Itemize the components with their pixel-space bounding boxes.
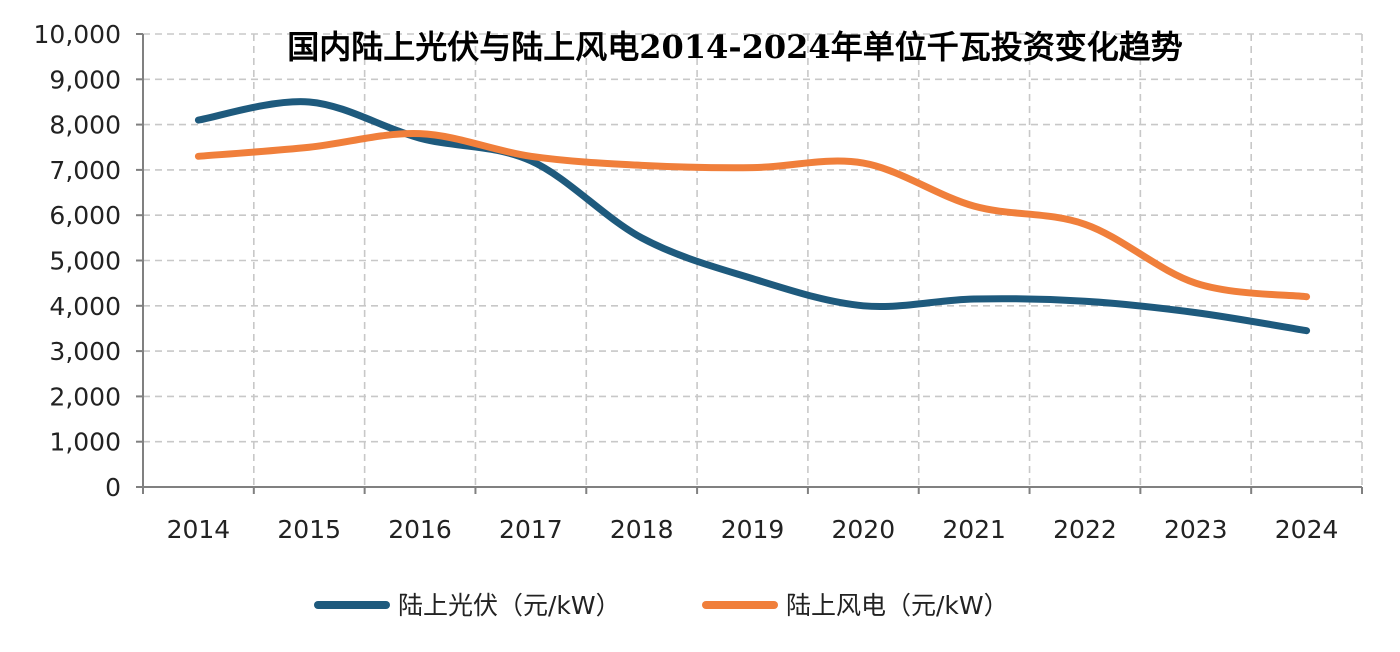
x-tick-label: 2021: [942, 515, 1006, 544]
legend-label: 陆上光伏（元/kW）: [398, 591, 621, 620]
grid-layer: [143, 33, 1363, 487]
y-tick-label: 8,000: [49, 111, 121, 140]
y-tick-label: 10,000: [34, 20, 121, 49]
series-line-wind: [194, 130, 1311, 301]
series-layer: [194, 98, 1311, 335]
x-tick-label: 2014: [167, 515, 231, 544]
y-tick-label: 9,000: [49, 65, 121, 94]
legend-item-wind: 陆上风电（元/kW）: [702, 591, 1009, 620]
x-tick-label: 2020: [832, 515, 896, 544]
y-tick-label: 1,000: [49, 428, 121, 457]
y-tick-label: 6,000: [49, 201, 121, 230]
x-tick-label: 2017: [499, 515, 563, 544]
x-tick-label: 2019: [721, 515, 785, 544]
x-tick-label: 2023: [1164, 515, 1228, 544]
x-tick-label: 2022: [1053, 515, 1117, 544]
legend-label: 陆上风电（元/kW）: [786, 591, 1009, 620]
y-tick-label: 4,000: [49, 292, 121, 321]
y-tick-label: 0: [105, 473, 121, 502]
legend: 陆上光伏（元/kW） 陆上风电（元/kW）: [314, 591, 1009, 620]
y-tick-label: 2,000: [49, 382, 121, 411]
x-tick-label: 2018: [610, 515, 674, 544]
x-tick-label: 2015: [277, 515, 341, 544]
axis-layer: 0 1,000 2,000 3,000 4,000 5,000 6,000 7,000 8,00…: [34, 20, 1363, 544]
y-tick-label: 7,000: [49, 156, 121, 185]
x-tick-label: 2024: [1275, 515, 1339, 544]
chart-title: 国内陆上光伏与陆上风电2014-2024年单位千瓦投资变化趋势: [287, 28, 1182, 66]
x-tick-label: 2016: [388, 515, 452, 544]
y-tick-label: 3,000: [49, 337, 121, 366]
legend-item-pv: 陆上光伏（元/kW）: [314, 591, 621, 620]
y-tick-label: 5,000: [49, 247, 121, 276]
